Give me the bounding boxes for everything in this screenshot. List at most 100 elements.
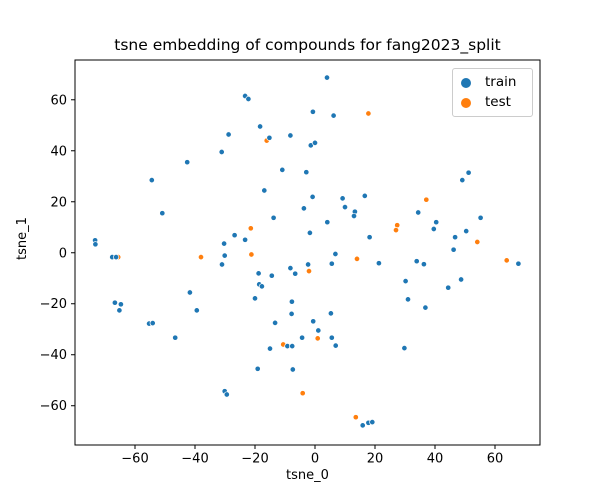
x-tick-label: −20: [241, 452, 268, 467]
scatter-point-train: [266, 134, 273, 141]
scatter-point-train: [289, 343, 296, 350]
y-tick-label: 60: [50, 93, 67, 108]
scatter-point-train: [452, 234, 459, 241]
scatter-point-train: [116, 307, 123, 314]
scatter-point-train: [402, 278, 409, 285]
scatter-point-train: [231, 232, 238, 239]
scatter-point-train: [257, 123, 264, 130]
scatter-point-train: [327, 310, 334, 317]
scatter-point-train: [415, 209, 422, 216]
scatter-point-train: [184, 159, 191, 166]
scatter-point-test: [503, 257, 510, 264]
legend-label-train: train: [485, 74, 517, 90]
scatter-point-train: [339, 195, 346, 202]
x-tick-label: −60: [121, 452, 148, 467]
scatter-point-test: [392, 227, 400, 234]
scatter-point-train: [328, 334, 335, 341]
scatter-point-train: [300, 205, 307, 212]
scatter-point-train: [258, 283, 265, 290]
scatter-point-test: [474, 238, 481, 246]
scatter-point-train: [330, 112, 337, 119]
scatter-point-test: [394, 222, 401, 229]
scatter-point-train: [341, 204, 349, 211]
scatter-point-train: [430, 225, 437, 233]
legend: train test: [452, 68, 533, 117]
scatter-point-train: [458, 276, 465, 283]
plot-frame: [74, 59, 541, 446]
scatter-point-train: [422, 304, 429, 311]
scatter-point-train: [268, 272, 275, 279]
scatter-point-train: [111, 299, 118, 306]
scatter-point-train: [323, 74, 331, 81]
train-marker-icon: [461, 77, 471, 88]
legend-item-train: train: [461, 73, 526, 92]
scatter-point-test: [197, 254, 205, 261]
scatter-point-train: [287, 265, 294, 272]
scatter-point-train: [359, 422, 366, 429]
scatter-point-train: [288, 298, 295, 305]
scatter-point-train: [433, 219, 440, 226]
scatter-point-test: [248, 251, 255, 258]
y-tick-label: −60: [40, 399, 67, 414]
scatter-point-train: [404, 296, 412, 303]
y-tick-label: 40: [50, 144, 67, 159]
test-marker-icon: [461, 97, 471, 108]
scatter-point-train: [332, 250, 339, 258]
scatter-point-test: [352, 414, 359, 421]
scatter-point-train: [245, 95, 252, 103]
scatter-point-train: [459, 177, 466, 184]
scatter-point-train: [92, 241, 99, 248]
scatter-point-train: [221, 240, 228, 247]
scatter-point-train: [361, 192, 368, 199]
scatter-point-test: [423, 196, 430, 203]
x-tick-label: 40: [427, 452, 444, 467]
scatter-point-train: [221, 252, 228, 259]
scatter-point-train: [117, 301, 124, 308]
scatter-point-train: [350, 212, 358, 220]
scatter-point-train: [445, 284, 452, 291]
scatter-point-train: [515, 260, 522, 267]
scatter-point-train: [463, 228, 470, 235]
y-tick-label: −40: [40, 348, 67, 363]
scatter-point-train: [303, 169, 310, 176]
scatter-point-train: [149, 320, 156, 327]
scatter-point-train: [292, 270, 299, 277]
scatter-point-test: [353, 255, 361, 262]
scatter-point-train: [311, 139, 319, 146]
scatter-point-train: [279, 166, 286, 173]
x-tick-label: 20: [367, 452, 384, 467]
scatter-point-train: [270, 214, 277, 221]
scatter-point-train: [366, 234, 373, 241]
scatter-point-test: [247, 225, 254, 232]
scatter-point-test: [299, 390, 306, 397]
y-axis-label: tsne_1: [15, 217, 30, 260]
scatter-point-train: [332, 342, 339, 349]
scatter-point-train: [306, 229, 313, 236]
x-tick-label: 0: [311, 452, 319, 467]
scatter-point-train: [309, 108, 316, 115]
y-tick-label: 20: [50, 195, 67, 210]
scatter-point-train: [315, 327, 322, 334]
scatter-point-train: [477, 214, 484, 221]
x-tick-label: −40: [181, 452, 208, 467]
chart-title: tsne embedding of compounds for fang2023…: [114, 36, 501, 54]
scatter-point-train: [225, 131, 232, 138]
scatter-point-train: [218, 148, 225, 156]
scatter-point-train: [375, 260, 382, 267]
scatter-point-train: [299, 334, 306, 341]
scatter-point-train: [172, 334, 179, 341]
scatter-point-train: [242, 236, 249, 243]
scatter-point-train: [266, 345, 274, 352]
scatter-point-train: [420, 261, 427, 268]
scatter-point-train: [254, 365, 261, 372]
scatter-point-train: [324, 219, 331, 226]
scatter-point-train: [186, 289, 193, 296]
y-tick-label: 0: [59, 246, 67, 261]
scatter-point-train: [328, 260, 335, 267]
scatter-point-test: [365, 110, 372, 117]
scatter-point-train: [223, 391, 230, 398]
scatter-point-train: [113, 254, 120, 261]
scatter-point-train: [261, 187, 268, 194]
